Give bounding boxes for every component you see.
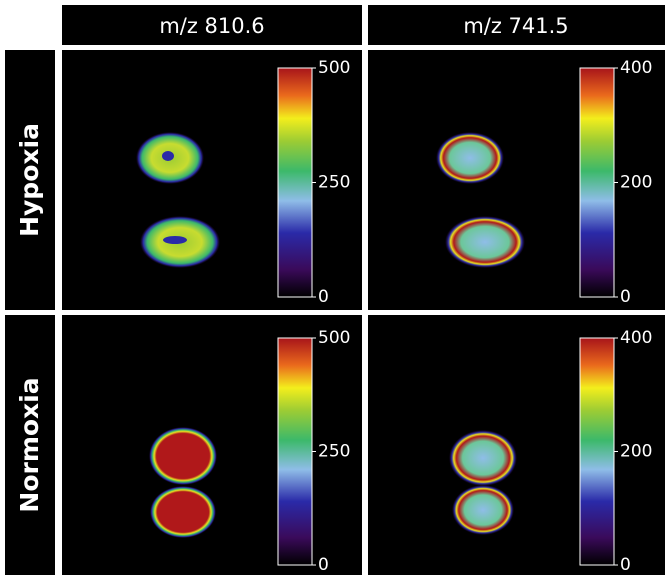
row-label: Hypoxia bbox=[15, 123, 44, 237]
colorbar-tick-label: 250 bbox=[318, 442, 350, 462]
colorbar-tick-label: 500 bbox=[318, 328, 350, 348]
colorbar-tick-label: 0 bbox=[620, 287, 631, 307]
column-header: m/z 741.5 bbox=[463, 14, 568, 38]
image-panel bbox=[62, 50, 362, 310]
tissue-section bbox=[150, 486, 216, 538]
tissue-section bbox=[445, 216, 525, 268]
row-label: Normoxia bbox=[15, 377, 44, 512]
colorbar bbox=[580, 68, 614, 297]
colorbar-tick-label: 500 bbox=[318, 58, 350, 78]
colorbar-tick-label: 250 bbox=[318, 173, 350, 193]
colorbar-tick-label: 400 bbox=[620, 328, 652, 348]
colorbar bbox=[580, 338, 614, 565]
colorbar bbox=[278, 68, 312, 297]
colorbar-tick-label: 0 bbox=[620, 555, 631, 575]
tissue-section bbox=[452, 485, 514, 535]
colorbar-tick-label: 0 bbox=[318, 555, 329, 575]
tissue-detail bbox=[163, 236, 187, 244]
tissue-detail bbox=[162, 151, 174, 161]
colorbar-tick-label: 200 bbox=[620, 442, 652, 462]
colorbar-tick-label: 400 bbox=[620, 58, 652, 78]
colorbar-tick-label: 0 bbox=[318, 287, 329, 307]
tissue-section bbox=[436, 132, 504, 184]
column-header: m/z 810.6 bbox=[159, 14, 264, 38]
tissue-section bbox=[449, 430, 517, 486]
tissue-section bbox=[149, 427, 217, 485]
colorbar-tick-label: 200 bbox=[620, 173, 652, 193]
colorbar bbox=[278, 338, 312, 565]
figure: m/z 810.6 m/z 741.5 Hypoxia Normoxia 0 25… bbox=[0, 0, 669, 577]
